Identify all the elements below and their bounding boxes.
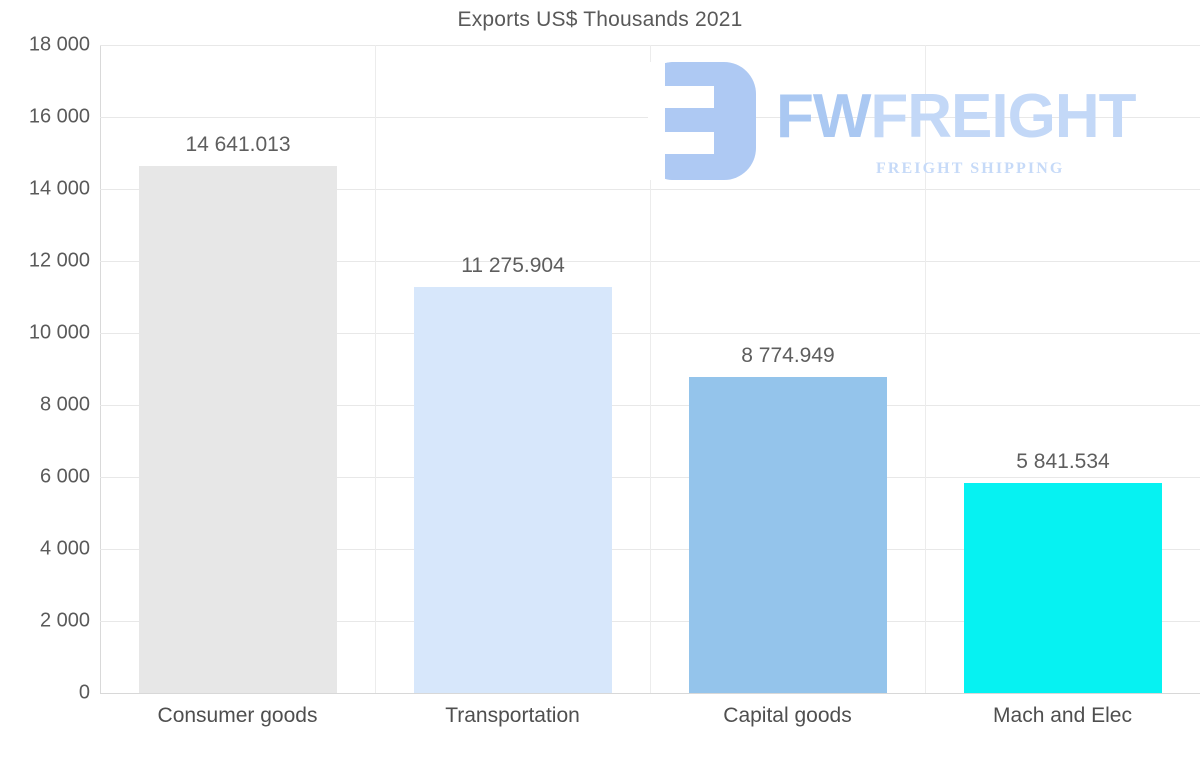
chart-title: Exports US$ Thousands 2021 <box>457 8 743 31</box>
y-axis-tick-label: 14 000 <box>28 177 90 200</box>
bar-value-label: 14 641.013 <box>185 132 291 156</box>
plot-area <box>100 45 1200 694</box>
x-axis-tick-label: Capital goods <box>723 704 852 727</box>
y-axis-tick-label: 0 <box>78 681 90 704</box>
y-axis-line <box>100 45 101 694</box>
y-axis-tick-label: 4 000 <box>39 537 90 560</box>
vertical-gridline <box>925 45 926 693</box>
y-axis-tick-label: 16 000 <box>28 105 90 128</box>
vertical-gridline <box>375 45 376 693</box>
x-axis-tick-label: Consumer goods <box>157 704 318 727</box>
bar-value-label: 5 841.534 <box>1016 449 1110 473</box>
x-axis-tick-label: Mach and Elec <box>993 704 1132 727</box>
y-axis-tick-label: 12 000 <box>28 249 90 272</box>
y-axis-tick-label: 2 000 <box>39 609 90 632</box>
y-axis-tick-label: 8 000 <box>39 393 90 416</box>
bar-value-label: 8 774.949 <box>741 344 835 368</box>
y-axis-tick-label: 18 000 <box>28 33 90 56</box>
y-axis-tick-label: 6 000 <box>39 465 90 488</box>
bar[interactable] <box>964 483 1162 693</box>
x-axis-tick-label: Transportation <box>445 704 580 727</box>
bar[interactable] <box>414 287 612 693</box>
bar[interactable] <box>139 166 337 693</box>
bar[interactable] <box>689 377 887 693</box>
y-axis-tick-label: 10 000 <box>28 321 90 344</box>
gridline <box>100 693 1200 694</box>
vertical-gridline <box>650 45 651 693</box>
bar-value-label: 11 275.904 <box>461 254 565 278</box>
